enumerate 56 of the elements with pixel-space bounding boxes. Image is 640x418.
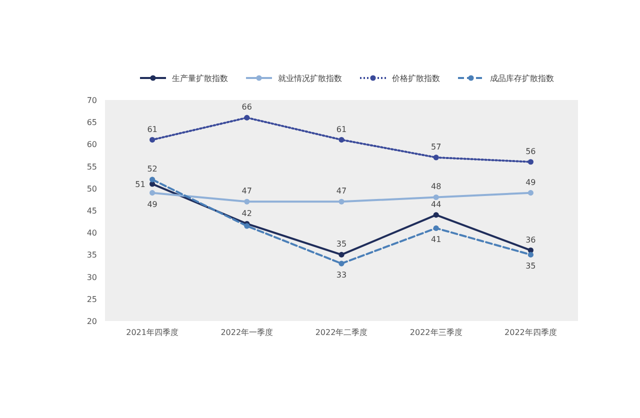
- point: [338, 260, 344, 266]
- data-label: 61: [147, 124, 158, 134]
- data-label: 41: [431, 235, 442, 244]
- data-label: 33: [336, 270, 347, 280]
- data-label: 51: [135, 180, 146, 189]
- y-tick-label: 60: [86, 140, 97, 150]
- y-tick-label: 65: [86, 118, 97, 128]
- legend-label: 生产量扩散指数: [172, 74, 228, 83]
- point: [150, 136, 156, 143]
- data-label: 49: [526, 178, 536, 187]
- point: [528, 159, 534, 165]
- point: [338, 136, 344, 143]
- point: [433, 212, 439, 218]
- data-label: 48: [431, 182, 442, 192]
- point: [338, 198, 344, 204]
- data-label: 57: [431, 142, 442, 152]
- data-label: 66: [242, 102, 252, 112]
- data-label: 35: [526, 262, 536, 271]
- data-label: 47: [336, 186, 347, 196]
- data-label: 52: [147, 164, 158, 174]
- point: [433, 154, 439, 160]
- y-tick-label: 45: [86, 206, 97, 216]
- y-tick-label: 20: [86, 317, 97, 326]
- point: [150, 190, 156, 196]
- y-tick-label: 55: [86, 162, 97, 172]
- x-tick-label: 2022年二季度: [315, 328, 368, 337]
- data-label: 36: [526, 235, 536, 244]
- x-tick-label: 2022年一季度: [220, 328, 274, 337]
- point: [528, 252, 534, 258]
- point: [528, 190, 534, 196]
- data-label: 47: [242, 186, 252, 196]
- y-tick-label: 50: [86, 184, 97, 194]
- y-tick-label: 30: [86, 272, 97, 282]
- data-label: 42: [242, 208, 252, 218]
- legend-label: 成品库存扩散指数: [490, 74, 554, 83]
- x-tick-label: 2022年四季度: [504, 328, 557, 337]
- point: [244, 114, 250, 120]
- y-tick-label: 40: [86, 228, 97, 238]
- legend-label: 价格扩散指数: [391, 74, 440, 83]
- point: [244, 223, 250, 229]
- data-label: 49: [147, 200, 158, 209]
- data-label: 44: [431, 200, 442, 209]
- data-label: 61: [336, 124, 347, 134]
- data-label: 35: [336, 240, 347, 249]
- point: [150, 176, 156, 182]
- legend-label: 就业情况扩散指数: [278, 74, 342, 83]
- data-label: 56: [526, 146, 536, 156]
- point: [433, 225, 439, 231]
- x-tick-label: 2022年三季度: [410, 328, 462, 337]
- y-tick-label: 70: [86, 96, 97, 105]
- x-tick-label: 2021年四季度: [126, 328, 178, 337]
- point: [433, 194, 439, 200]
- point: [244, 198, 250, 204]
- y-tick-label: 25: [86, 294, 97, 304]
- point: [338, 252, 344, 258]
- y-tick-label: 35: [86, 250, 97, 260]
